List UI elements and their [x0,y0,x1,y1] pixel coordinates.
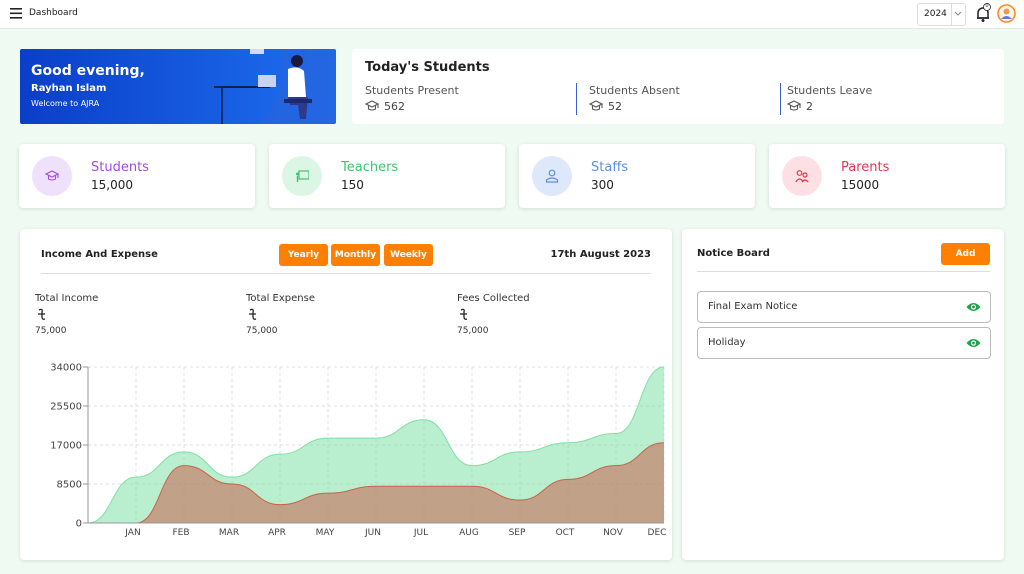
summary-icon [282,156,322,196]
x-tick-label: JUL [413,528,428,538]
summary-icon [532,156,572,196]
view-icon [966,339,981,347]
summary-card: Parents 15000 [769,144,1005,208]
stat-label: Students Absent [589,84,680,97]
menu-icon[interactable] [10,8,22,19]
filter-button[interactable]: Weekly [384,244,433,266]
total-value: 75,000 [457,326,489,336]
currency-icon [38,308,46,320]
divider [697,271,990,272]
x-tick-label: NOV [603,528,624,538]
card-title: Today's Students [365,60,490,75]
filter-button[interactable]: Monthly [331,244,380,266]
x-tick-label: APR [268,528,286,538]
summary-label: Parents [841,160,890,175]
stat-label: Students Leave [787,84,873,97]
summary-card: Teachers 150 [269,144,505,208]
welcome-banner: Good evening, Rayhan Islam Welcome to AJ… [20,49,336,124]
divider [41,273,651,274]
stat-value: 2 [806,100,813,113]
x-tick-label: JAN [124,528,140,538]
y-tick-label: 0 [76,519,82,530]
notice-board-card: Notice Board Add Final Exam Notice Holida… [682,229,1004,560]
year-select[interactable]: 2024 [917,3,966,26]
card-title: Notice Board [697,248,770,259]
year-value: 2024 [924,9,947,19]
y-tick-label: 34000 [50,363,82,374]
add-button[interactable]: Add [941,243,990,265]
divider [576,83,577,115]
divider [780,83,781,115]
summary-glyph [45,170,59,181]
stat-value: 562 [384,100,405,113]
x-tick-label: DEC [648,528,667,538]
y-tick-label: 8500 [57,480,82,491]
stat-value: 52 [608,100,622,113]
chevron [951,4,962,25]
card-title: Income And Expense [41,249,158,260]
area-line [88,442,665,524]
user-name: Rayhan Islam [31,83,107,94]
summary-value: 15,000 [91,178,133,192]
x-tick-label: FEB [172,528,189,538]
filter-button[interactable]: Yearly [279,244,328,266]
summary-value: 15000 [841,178,880,192]
notification-count: 0 [985,3,989,9]
notice-item[interactable]: Final Exam Notice [697,291,991,323]
income-expense-card: Income And Expense Yearly Monthly Weekly… [20,229,672,560]
top-bar: Dashboard 2024 0 [0,0,1024,29]
stat-icon [365,100,380,111]
summary-value: 150 [341,178,364,192]
area-chart: 0 8500 17000 25500 34000 JAN FEB MAR APR MAY JUN JU… [50,363,667,539]
date: 17th August 2023 [550,249,651,260]
illustration [214,49,336,124]
stat-icon [589,100,604,111]
stat-icon [787,100,802,111]
area [88,442,664,523]
x-tick-label: MAR [219,528,239,538]
total-label: Fees Collected [457,293,530,304]
total-value: 75,000 [35,326,67,336]
area-line [87,366,665,524]
summary-card: Students 15,000 [19,144,255,208]
x-tick-label: OCT [556,528,575,538]
summary-glyph [296,170,309,182]
x-tick-label: AUG [459,528,479,538]
page-title: Dashboard [29,8,78,18]
notice-title: Final Exam Notice [708,301,798,312]
currency-icon [460,308,468,320]
bell-icon[interactable] [974,3,992,23]
total-label: Total Income [35,293,99,304]
welcome-message: Welcome to AJRA [31,99,100,108]
summary-icon [32,156,72,196]
y-tick-label: 17000 [50,441,82,452]
avatar[interactable] [997,4,1016,23]
view-icon [966,303,981,311]
notice-title: Holiday [708,337,746,348]
y-tick-label: 25500 [50,402,82,413]
greeting: Good evening, [31,63,145,79]
total-value: 75,000 [246,326,278,336]
summary-card: Staffs 300 [519,144,755,208]
summary-label: Students [91,160,149,175]
summary-icon [782,156,822,196]
total-label: Total Expense [246,293,315,304]
notice-item[interactable]: Holiday [697,327,991,359]
summary-label: Staffs [591,160,629,175]
currency-icon [249,308,257,320]
summary-label: Teachers [341,160,399,175]
x-tick-label: JUN [364,528,381,538]
todays-students-card: Today's Students Students Present 562 Stud… [352,49,1004,124]
x-tick-label: MAY [316,528,335,538]
summary-glyph [545,169,559,183]
summary-glyph [795,170,809,183]
x-tick-label: SEP [509,528,526,538]
summary-value: 300 [591,178,614,192]
stat-label: Students Present [365,84,459,97]
